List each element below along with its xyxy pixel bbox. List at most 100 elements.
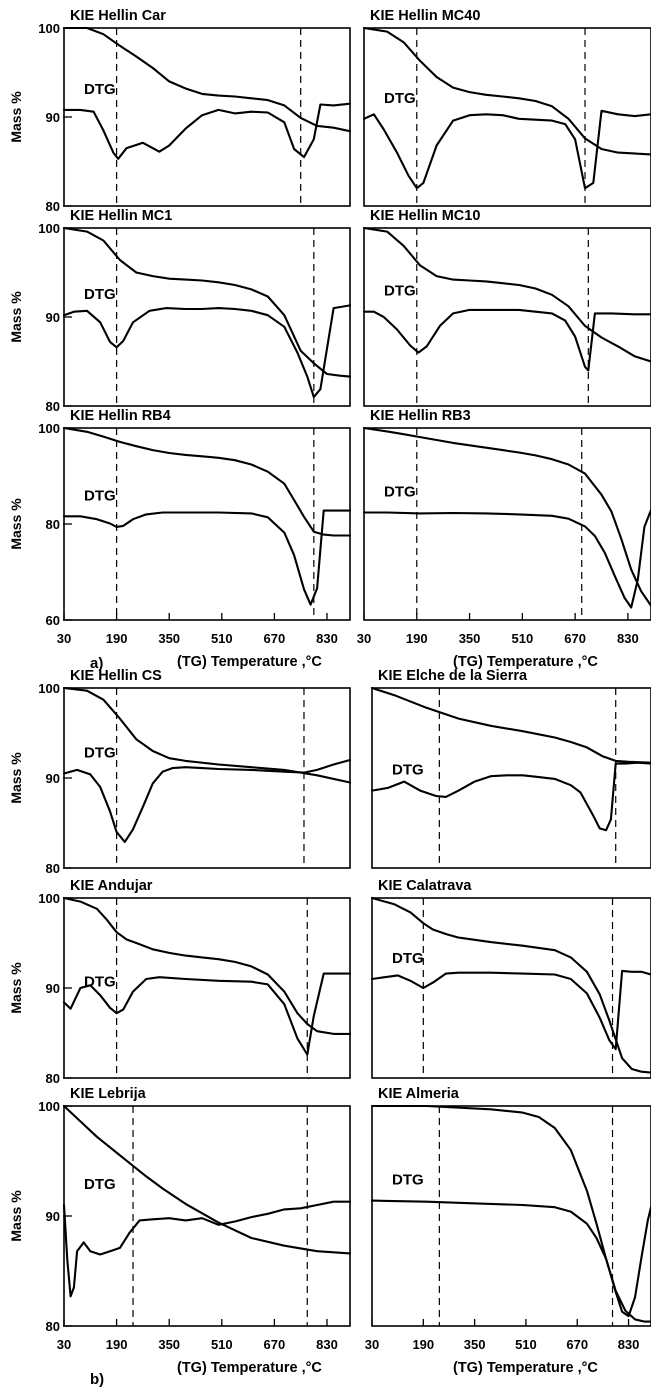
panel-2: KIE Hellin MC1 DTG 100 90 80 Mass % — [8, 208, 352, 414]
x-tick-label: 30 — [57, 1337, 71, 1352]
panel-frame — [63, 27, 351, 207]
y-tick-label: 80 — [46, 199, 60, 214]
panel-0: KIE Hellin Car DTG 100 90 80 Mass % — [8, 8, 352, 214]
x-tick-label: 830 — [617, 631, 639, 646]
panel-4: KIE Hellin RB4 DTG 100 80 60 Mass % 30 190 350 51… — [8, 408, 352, 646]
x-tick-label: 350 — [464, 1337, 486, 1352]
tg-curve — [362, 226, 651, 363]
dtg-curve — [370, 1199, 651, 1318]
tg-curve — [62, 226, 352, 378]
y-axis-label: Mass % — [8, 752, 24, 804]
dtg-label: DTG — [392, 1172, 424, 1189]
x-tick-label: 830 — [618, 1337, 640, 1352]
y-tick-label: 90 — [46, 1209, 60, 1224]
part-a-x-axis-label-right: (TG) Temperature ,°C — [453, 654, 598, 670]
x-tick-label: 670 — [564, 631, 586, 646]
panel-title: KIE Hellin CS — [70, 668, 162, 684]
tg-curve — [362, 26, 651, 156]
y-tick-label: 90 — [46, 771, 60, 786]
y-tick-label: 90 — [46, 110, 60, 125]
panel-frame — [63, 687, 351, 869]
y-tick-label: 80 — [46, 1319, 60, 1334]
x-tick-label: 510 — [211, 1337, 233, 1352]
x-tick-label: 350 — [158, 631, 180, 646]
panel-8: KIE Andujar DTG 100 90 80 Mass % — [8, 878, 352, 1086]
panel-10: KIE Lebrija DTG 100 90 80 Mass % 30 190 350 510 67… — [8, 1086, 352, 1352]
tg-curve — [370, 896, 651, 1074]
dtg-label: DTG — [392, 762, 424, 779]
panel-title: KIE Hellin MC10 — [370, 208, 480, 224]
part-a-label: a) — [90, 655, 103, 672]
y-tick-label: 90 — [46, 310, 60, 325]
panel-frame — [363, 427, 651, 621]
panel-title: KIE Almeria — [378, 1086, 460, 1102]
panel-title: KIE Hellin Car — [70, 8, 166, 24]
y-axis-label: Mass % — [8, 91, 24, 143]
y-tick-label: 100 — [38, 891, 60, 906]
y-tick-label: 100 — [38, 21, 60, 36]
y-tick-label: 80 — [46, 861, 60, 876]
x-tick-label: 670 — [264, 631, 286, 646]
panel-5: KIE Hellin RB3 DTG 30 190 350 510 670 830 — [357, 408, 651, 646]
x-tick-label: 510 — [511, 631, 533, 646]
dtg-curve — [62, 758, 352, 843]
tg-curve — [62, 686, 352, 784]
tg-curve — [62, 896, 352, 1035]
y-axis-label: Mass % — [8, 962, 24, 1014]
dtg-curve — [370, 761, 651, 832]
dtg-curve — [362, 509, 651, 609]
panels-layer: KIE Hellin Car DTG 100 90 80 Mass % KIE Hellin… — [8, 8, 651, 1352]
part-a-x-axis-label: (TG) Temperature ,°C — [177, 654, 322, 670]
panel-title: KIE Elche de la Sierra — [378, 668, 528, 684]
x-tick-label: 30 — [57, 631, 71, 646]
dtg-label: DTG — [392, 950, 424, 967]
x-tick-label: 30 — [357, 631, 371, 646]
dtg-curve — [362, 308, 651, 372]
y-axis-label: Mass % — [8, 498, 24, 550]
x-tick-label: 670 — [566, 1337, 588, 1352]
dtg-label: DTG — [84, 1176, 116, 1193]
dtg-curve — [62, 972, 352, 1056]
y-tick-label: 100 — [38, 221, 60, 236]
panel-frame — [363, 27, 651, 207]
panel-title: KIE Calatrava — [378, 878, 472, 894]
y-axis-label: Mass % — [8, 1190, 24, 1242]
dtg-curve — [62, 1200, 352, 1298]
y-tick-label: 80 — [46, 399, 60, 414]
y-tick-label: 100 — [38, 1099, 60, 1114]
part-b-x-axis-label: (TG) Temperature ,°C — [177, 1360, 322, 1376]
dtg-curve — [362, 109, 651, 190]
dtg-curve — [62, 102, 352, 160]
tg-curve — [370, 686, 651, 764]
panel-title: KIE Lebrija — [70, 1086, 147, 1102]
x-tick-label: 510 — [515, 1337, 537, 1352]
x-tick-label: 190 — [406, 631, 428, 646]
dtg-curve — [62, 509, 352, 606]
y-tick-label: 100 — [38, 681, 60, 696]
x-tick-label: 350 — [459, 631, 481, 646]
x-tick-label: 830 — [316, 1337, 338, 1352]
x-tick-label: 190 — [412, 1337, 434, 1352]
panel-title: KIE Andujar — [70, 878, 153, 894]
axis-text-layer: (TG) Temperature ,°C (TG) Temperature ,°… — [90, 654, 598, 1388]
dtg-label: DTG — [384, 90, 416, 107]
y-tick-label: 60 — [46, 613, 60, 628]
dtg-label: DTG — [384, 283, 416, 300]
panel-7: KIE Elche de la Sierra DTG — [370, 668, 651, 869]
y-axis-label: Mass % — [8, 291, 24, 343]
dtg-curve — [62, 304, 352, 399]
tg-curve — [62, 1104, 352, 1255]
tg-curve — [62, 426, 352, 537]
x-tick-label: 830 — [316, 631, 338, 646]
tg-curve — [370, 1104, 651, 1323]
x-tick-label: 190 — [106, 1337, 128, 1352]
y-tick-label: 100 — [38, 421, 60, 436]
dtg-label: DTG — [84, 286, 116, 303]
panel-frame — [363, 227, 651, 407]
y-tick-label: 80 — [46, 1071, 60, 1086]
x-tick-label: 30 — [365, 1337, 379, 1352]
panel-11: KIE Almeria DTG 30 190 350 510 670 830 — [365, 1086, 651, 1352]
x-tick-label: 510 — [211, 631, 233, 646]
panel-9: KIE Calatrava DTG — [370, 878, 651, 1079]
